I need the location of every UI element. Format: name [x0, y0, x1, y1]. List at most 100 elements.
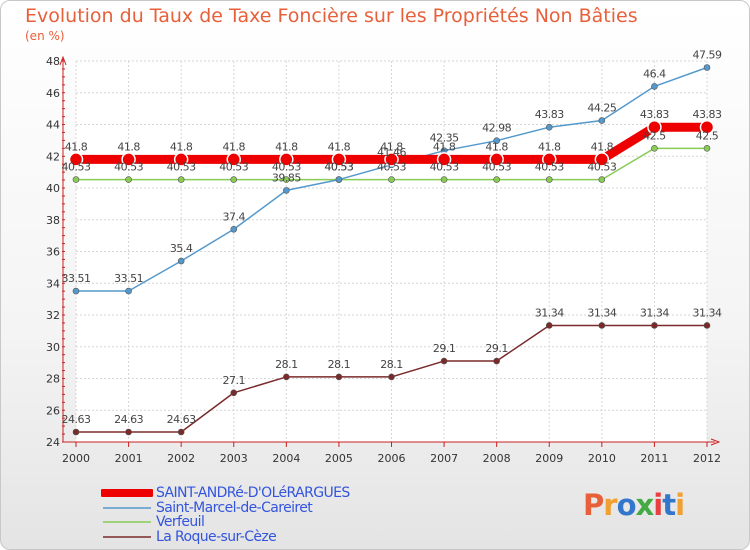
data-point — [335, 373, 343, 381]
data-label: 41.8 — [380, 140, 403, 153]
y-tick-label: 26 — [46, 404, 60, 417]
logo-letter: i — [653, 488, 663, 522]
data-point — [489, 152, 504, 167]
data-label: 40.53 — [114, 161, 143, 174]
data-point — [125, 176, 132, 183]
data-label: 41.8 — [591, 140, 614, 153]
data-label: 41.8 — [275, 140, 298, 153]
data-label: 41.8 — [117, 140, 140, 153]
data-label: 41.8 — [433, 140, 456, 153]
series-lines — [68, 64, 715, 436]
data-point — [699, 119, 715, 135]
x-axis-arrow — [710, 438, 721, 446]
legend-swatch — [103, 507, 151, 509]
series-2 — [72, 145, 711, 183]
data-label: 44.25 — [587, 102, 616, 115]
data-point — [388, 176, 395, 183]
x-tick-label: 2005 — [325, 452, 353, 465]
data-point — [177, 176, 185, 183]
series-3 — [72, 322, 711, 436]
data-label: 24.63 — [62, 413, 91, 426]
y-tick-label: 32 — [46, 309, 60, 322]
data-label: 43.83 — [640, 108, 669, 121]
logo-letter: r — [603, 488, 617, 522]
data-label: 40.53 — [219, 161, 248, 174]
data-labels: 41.8 41.8 41.8 41.8 41.8 41.8 41.8 41.8 41.8 41.8… — [62, 49, 723, 426]
data-label: 40.53 — [324, 161, 353, 174]
x-tick-label: 2003 — [220, 452, 248, 465]
data-point — [598, 117, 606, 124]
data-label: 41.8 — [65, 140, 88, 153]
legend-label: SAINT-ANDRé-D'OLéRARGUES — [156, 485, 350, 502]
legend-item-saint-andre: SAINT-ANDRé-D'OLéRARGUES — [101, 485, 350, 502]
data-point — [331, 152, 347, 167]
axes: 24 26 28 30 32 34 36 38 40 42 44 46 48 2000 2001 2002 20… — [46, 55, 721, 465]
data-label: 27.1 — [223, 374, 246, 387]
data-point — [703, 64, 711, 71]
data-label: 24.63 — [167, 413, 196, 426]
data-point — [647, 119, 662, 135]
data-point — [230, 389, 238, 397]
data-label: 40.53 — [62, 161, 91, 174]
data-point — [598, 322, 606, 329]
logo-letter: o — [616, 488, 637, 522]
data-point — [542, 152, 557, 167]
data-point — [177, 428, 185, 436]
data-label: 40.53 — [430, 161, 459, 174]
legend-item-saint-marcel: Saint-Marcel-de-Careiret — [101, 500, 350, 516]
data-label: 41.8 — [170, 140, 193, 153]
data-label: 33.51 — [62, 272, 91, 285]
data-point — [283, 176, 290, 183]
data-point — [545, 322, 553, 329]
logo-letter: x — [635, 488, 655, 522]
data-label: 31.34 — [535, 306, 564, 319]
data-label: 31.34 — [640, 306, 669, 319]
data-label: 31.34 — [693, 306, 722, 319]
data-point — [226, 152, 241, 167]
data-point — [703, 145, 711, 152]
data-point — [436, 152, 452, 167]
data-label: 40.53 — [167, 161, 196, 174]
data-point — [72, 428, 80, 436]
data-point — [545, 176, 553, 183]
data-label: 31.34 — [587, 306, 616, 319]
data-point — [440, 357, 448, 365]
y-tick-label: 34 — [46, 277, 60, 290]
y-tick-label: 44 — [46, 119, 60, 132]
data-label: 43.83 — [693, 108, 722, 121]
data-point — [651, 145, 658, 152]
data-point — [72, 176, 80, 183]
legend: SAINT-ANDRé-D'OLéRARGUES Saint-Marcel-de… — [101, 485, 350, 545]
x-tick-label: 2002 — [167, 452, 195, 465]
data-label: 42.5 — [643, 129, 666, 142]
data-point — [545, 123, 553, 131]
x-tick-label: 2007 — [430, 452, 458, 465]
x-tick-label: 2011 — [640, 452, 668, 465]
x-tick-label: 2012 — [693, 452, 721, 465]
data-label: 46.4 — [643, 67, 666, 80]
proxiti-logo: Proxiti — [583, 488, 685, 522]
x-tick-label: 2000 — [62, 452, 90, 465]
x-tick-label: 2009 — [535, 452, 563, 465]
data-label: 47.59 — [693, 49, 722, 62]
y-tick-label: 42 — [46, 150, 60, 163]
logo-letter: t — [662, 488, 676, 522]
y-tick-label: 40 — [46, 182, 60, 195]
y-tick-label: 24 — [46, 436, 60, 449]
chart-title: Evolution du Taux de Taxe Foncière sur l… — [25, 5, 638, 27]
data-point — [335, 176, 343, 183]
chart-subtitle: (en %) — [25, 29, 65, 43]
data-label: 39.85 — [272, 171, 301, 184]
legend-swatch — [103, 536, 151, 538]
data-label: 41.8 — [538, 140, 561, 153]
data-label: 43.83 — [535, 108, 564, 121]
data-point — [440, 176, 448, 183]
data-point — [493, 357, 500, 365]
data-label: 40.53 — [587, 161, 616, 174]
x-tick-label: 2008 — [483, 452, 511, 465]
y-tick-label: 48 — [46, 55, 60, 68]
y-tick-label: 46 — [46, 87, 60, 100]
data-point — [68, 152, 84, 167]
